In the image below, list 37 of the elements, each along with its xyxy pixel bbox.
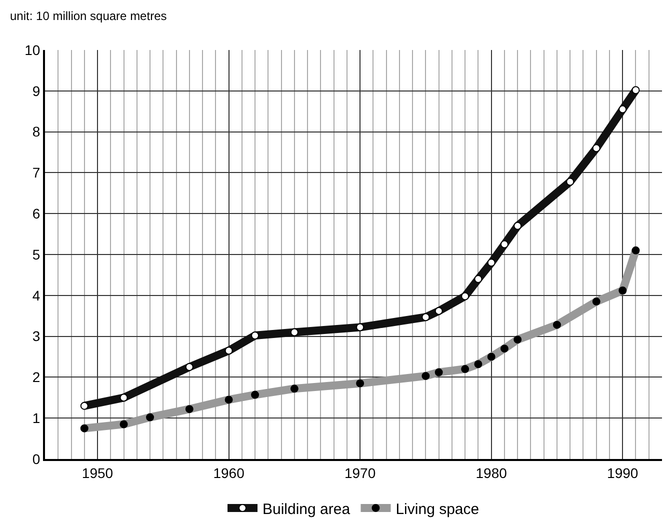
y-tick-label: 8	[32, 124, 40, 140]
x-tick-label: 1950	[82, 464, 114, 481]
y-tick-label: 2	[32, 369, 40, 386]
x-tick-label: 1980	[476, 464, 508, 481]
point	[290, 328, 298, 336]
point	[474, 275, 482, 284]
y-tick-label: 1	[32, 410, 40, 426]
point	[422, 313, 430, 322]
point	[500, 240, 508, 248]
point	[632, 86, 640, 94]
y-tick-label: 0	[32, 450, 40, 467]
legend-label: Living space	[396, 500, 480, 518]
y-tick-label: 9	[32, 82, 40, 99]
point	[514, 222, 522, 230]
point	[120, 394, 128, 402]
point	[356, 323, 364, 332]
point	[592, 144, 600, 152]
y-axis-title: unit: 10 million square metres	[10, 9, 167, 23]
point	[566, 178, 574, 186]
y-tick-label: 5	[32, 246, 40, 262]
point	[251, 331, 260, 340]
point	[434, 306, 443, 315]
x-tick-label: 1970	[344, 464, 376, 481]
point	[461, 292, 470, 300]
y-tick-label: 10	[24, 42, 40, 58]
point	[80, 402, 88, 410]
point	[185, 362, 194, 371]
point	[224, 346, 233, 355]
point	[618, 105, 627, 114]
x-tick-label: 1960	[213, 464, 245, 481]
y-tick-label: 4	[32, 287, 40, 304]
y-tick-label: 6	[32, 206, 40, 222]
x-tick-label: 1990	[607, 464, 638, 481]
legend-label: Building area	[262, 500, 351, 518]
point	[487, 258, 496, 267]
y-tick-label: 3	[32, 328, 40, 344]
y-tick-label: 7	[32, 164, 40, 181]
